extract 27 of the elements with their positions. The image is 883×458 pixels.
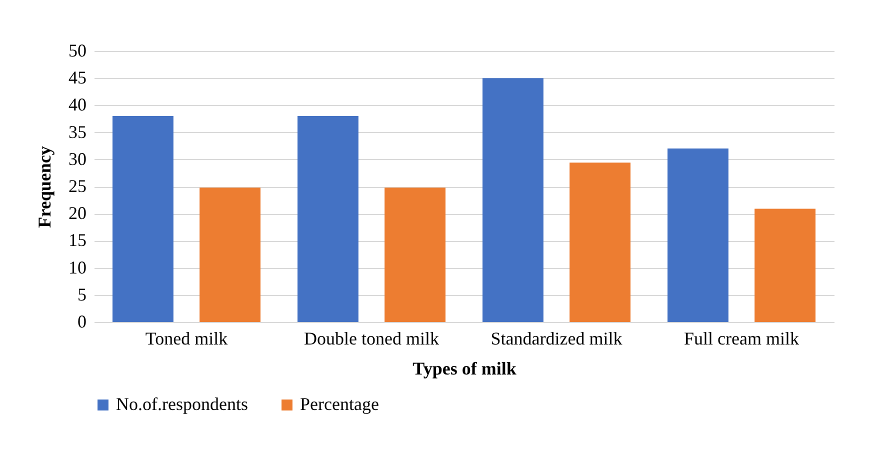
y-tick-label: 35 xyxy=(68,122,86,142)
y-tick-label: 10 xyxy=(68,257,86,278)
y-tick-label: 30 xyxy=(68,148,86,169)
y-tick-label: 50 xyxy=(68,40,86,60)
bar xyxy=(112,116,174,322)
y-tick-label: 15 xyxy=(68,230,86,250)
y-tick-label: 5 xyxy=(78,284,86,304)
y-tick-label: 20 xyxy=(68,203,86,224)
y-tick-label: 25 xyxy=(68,176,86,196)
x-tick-label: Standardized milk xyxy=(490,328,622,348)
legend-label: Percentage xyxy=(300,394,379,414)
bar xyxy=(200,188,260,322)
bar xyxy=(668,148,728,322)
x-tick-label: Full cream milk xyxy=(684,328,799,348)
legend-label: No.of.respondents xyxy=(116,394,248,414)
y-axis-title: Frequency xyxy=(34,146,54,228)
y-tick-label: 40 xyxy=(68,94,86,115)
y-tick-label: 0 xyxy=(78,312,86,332)
bar xyxy=(298,116,358,322)
x-tick-label: Toned milk xyxy=(145,328,228,348)
bar xyxy=(570,162,630,322)
bar xyxy=(384,188,446,322)
y-tick-label: 45 xyxy=(68,68,86,88)
x-axis-title: Types of milk xyxy=(412,358,516,378)
bar xyxy=(754,208,816,322)
bar xyxy=(482,78,544,322)
x-tick-label: Double toned milk xyxy=(304,328,439,348)
